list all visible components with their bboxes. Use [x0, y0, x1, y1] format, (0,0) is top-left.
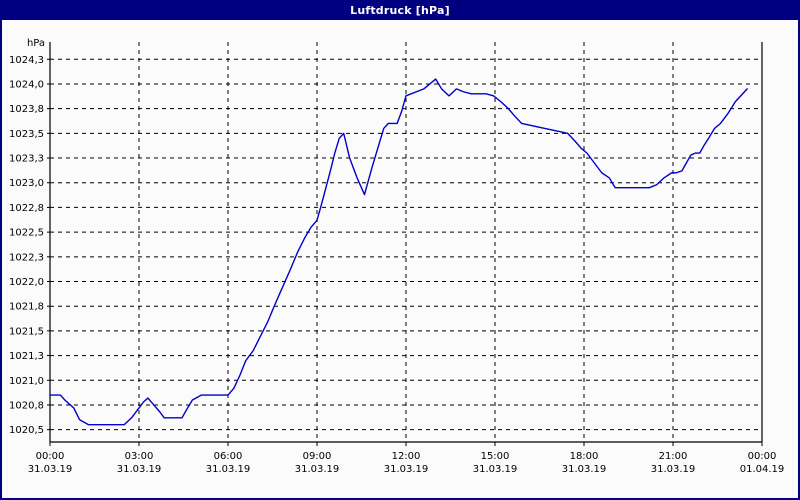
- x-axis-date-label: 31.03.19: [473, 464, 518, 475]
- x-axis-time-label: 21:00: [659, 451, 688, 462]
- grid-lines: [50, 42, 762, 442]
- x-axis-date-label: 31.03.19: [384, 464, 429, 475]
- x-axis-date-label: 31.03.19: [562, 464, 607, 475]
- x-axis-date-label: 31.03.19: [651, 464, 696, 475]
- x-axis-time-label: 00:00: [36, 451, 65, 462]
- y-axis-tick-label: 1021,0: [9, 376, 44, 387]
- x-axis-date-label: 31.03.19: [117, 464, 162, 475]
- y-axis-unit-label: hPa: [27, 38, 45, 49]
- chart-background: [2, 22, 798, 498]
- x-axis-date-label: 31.03.19: [206, 464, 251, 475]
- y-axis-tick-label: 1022,8: [9, 203, 44, 214]
- x-axis-date-label: 01.04.19: [740, 464, 785, 475]
- y-axis-tick-label: 1024,3: [9, 55, 44, 66]
- axis-lines: [49, 42, 763, 443]
- y-axis-tick-label: 1021,8: [9, 302, 44, 313]
- y-axis-tick-label: 1024,0: [9, 79, 44, 90]
- x-axis-time-label: 00:00: [748, 451, 777, 462]
- x-axis-tick-labels: 00:00 31.03.19 03:00 31.03.19 06:00 31.03.19 0…: [28, 442, 785, 475]
- y-axis-tick-label: 1022,5: [9, 228, 44, 239]
- x-axis-time-label: 09:00: [303, 451, 332, 462]
- y-axis-tick-label: 1023,5: [9, 129, 44, 140]
- pressure-series-line: [49, 78, 748, 426]
- chart-plot-area: 1024,3 1024,0 1023,8 1023,5 1023,3 1023,0 1022…: [2, 22, 798, 498]
- x-axis-date-label: 31.03.19: [295, 464, 340, 475]
- window-title: Luftdruck [hPa]: [350, 3, 450, 17]
- x-axis-time-label: 12:00: [392, 451, 421, 462]
- y-axis-tick-label: 1022,3: [9, 252, 44, 263]
- y-axis-tick-label: 1021,3: [9, 351, 44, 362]
- y-axis-tick-label: 1023,3: [9, 154, 44, 165]
- x-axis-date-label: 31.03.19: [28, 464, 73, 475]
- x-axis-time-label: 15:00: [481, 451, 510, 462]
- y-axis-tick-label: 1020,5: [9, 425, 44, 436]
- pressure-line-chart: 1024,3 1024,0 1023,8 1023,5 1023,3 1023,0 1022…: [2, 22, 798, 498]
- y-axis-tick-label: 1023,8: [9, 104, 44, 115]
- y-axis-tick-label: 1023,0: [9, 178, 44, 189]
- x-axis-time-label: 06:00: [214, 451, 243, 462]
- y-axis-tick-label: 1022,0: [9, 277, 44, 288]
- y-axis-tick-labels: 1024,3 1024,0 1023,8 1023,5 1023,3 1023,0 1022…: [9, 55, 50, 436]
- x-axis-time-label: 03:00: [125, 451, 154, 462]
- x-axis-time-label: 18:00: [570, 451, 599, 462]
- y-axis-tick-label: 1021,5: [9, 326, 44, 337]
- y-axis-tick-label: 1020,8: [9, 400, 44, 411]
- window-title-bar: Luftdruck [hPa]: [2, 2, 798, 20]
